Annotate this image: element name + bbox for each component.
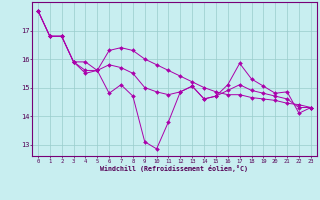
X-axis label: Windchill (Refroidissement éolien,°C): Windchill (Refroidissement éolien,°C) — [100, 165, 248, 172]
